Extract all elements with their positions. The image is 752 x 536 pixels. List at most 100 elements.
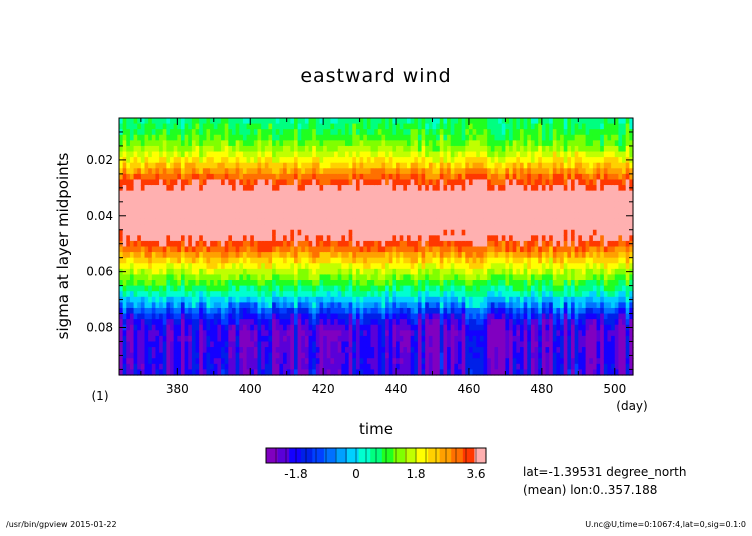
heatmap-cell bbox=[188, 263, 193, 270]
heatmap-cell bbox=[458, 352, 463, 359]
heatmap-cell bbox=[144, 212, 149, 220]
heatmap-cell bbox=[129, 352, 135, 359]
heatmap-cell bbox=[494, 274, 499, 281]
heatmap-cell bbox=[206, 358, 211, 365]
heatmap-cell bbox=[490, 218, 496, 225]
heatmap-cell bbox=[268, 335, 273, 343]
heatmap-cell bbox=[275, 224, 280, 231]
heatmap-cell bbox=[126, 224, 131, 231]
heatmap-cell bbox=[355, 268, 361, 276]
heatmap-cell bbox=[359, 235, 364, 242]
heatmap-cell bbox=[450, 196, 455, 203]
heatmap-cell bbox=[483, 274, 488, 281]
heatmap-cell bbox=[162, 179, 167, 186]
heatmap-cell bbox=[170, 134, 175, 141]
heatmap-cell bbox=[436, 140, 441, 147]
heatmap-cell bbox=[341, 229, 346, 236]
heatmap-cell bbox=[472, 263, 477, 270]
heatmap-cell bbox=[315, 302, 321, 309]
heatmap-cell bbox=[235, 369, 240, 376]
heatmap-cell bbox=[315, 235, 321, 242]
heatmap-cell bbox=[385, 347, 390, 354]
heatmap-cell bbox=[436, 218, 441, 225]
heatmap-cell bbox=[264, 224, 270, 231]
heatmap-cell bbox=[312, 263, 317, 270]
heatmap-cell bbox=[490, 134, 496, 141]
heatmap-cell bbox=[159, 162, 164, 169]
heatmap-cell bbox=[512, 145, 517, 153]
heatmap-cell bbox=[235, 212, 240, 220]
heatmap-cell bbox=[239, 324, 244, 331]
heatmap-cell bbox=[501, 335, 507, 343]
heatmap-cell bbox=[210, 369, 215, 376]
heatmap-cell bbox=[180, 229, 186, 236]
heatmap-cell bbox=[206, 240, 211, 248]
heatmap-cell bbox=[290, 285, 295, 292]
heatmap-cell bbox=[443, 335, 448, 343]
heatmap-cell bbox=[206, 274, 211, 281]
heatmap-cell bbox=[366, 291, 372, 298]
heatmap-cell bbox=[428, 173, 434, 181]
heatmap-cell bbox=[173, 257, 178, 264]
heatmap-cell bbox=[417, 330, 423, 337]
heatmap-cell bbox=[414, 341, 419, 348]
heatmap-cell bbox=[388, 118, 394, 125]
heatmap-cell bbox=[374, 218, 379, 225]
heatmap-cell bbox=[140, 129, 146, 136]
heatmap-cell bbox=[293, 235, 299, 242]
heatmap-cell bbox=[137, 179, 142, 186]
heatmap-cell bbox=[326, 145, 332, 153]
heatmap-cell bbox=[334, 341, 339, 348]
heatmap-cell bbox=[126, 162, 131, 169]
heatmap-cell bbox=[414, 145, 419, 153]
heatmap-cell bbox=[377, 358, 383, 365]
heatmap-cell bbox=[432, 263, 437, 270]
heatmap-cell bbox=[498, 123, 503, 130]
heatmap-cell bbox=[377, 347, 383, 354]
heatmap-cell bbox=[417, 173, 423, 181]
heatmap-cell bbox=[242, 173, 248, 181]
heatmap-cell bbox=[487, 363, 492, 371]
heatmap-cell bbox=[417, 185, 423, 192]
heatmap-cell bbox=[159, 335, 164, 343]
heatmap-cell bbox=[501, 162, 507, 169]
heatmap-cell bbox=[228, 313, 233, 320]
heatmap-cell bbox=[250, 352, 255, 359]
heatmap-cell bbox=[468, 145, 474, 153]
heatmap-cell bbox=[166, 274, 171, 281]
heatmap-cell bbox=[461, 145, 466, 153]
heatmap-cell bbox=[498, 118, 503, 125]
heatmap-cell bbox=[268, 285, 273, 292]
heatmap-cell bbox=[410, 252, 415, 259]
heatmap-cell bbox=[352, 302, 357, 309]
heatmap-cell bbox=[122, 151, 127, 158]
heatmap-cell bbox=[250, 168, 255, 175]
heatmap-cell bbox=[210, 257, 215, 264]
heatmap-cell bbox=[129, 363, 135, 371]
heatmap-cell bbox=[363, 185, 368, 192]
heatmap-cell bbox=[250, 140, 255, 147]
heatmap-cell bbox=[221, 157, 226, 164]
heatmap-cell bbox=[133, 118, 138, 125]
heatmap-cell bbox=[334, 145, 339, 153]
heatmap-cell bbox=[250, 324, 255, 331]
heatmap-cell bbox=[472, 185, 477, 192]
heatmap-cell bbox=[479, 157, 485, 164]
heatmap-cell bbox=[297, 313, 302, 320]
heatmap-cell bbox=[279, 179, 284, 186]
heatmap-cell bbox=[202, 335, 208, 343]
heatmap-cell bbox=[221, 319, 226, 326]
heatmap-cell bbox=[385, 118, 390, 125]
heatmap-cell bbox=[202, 190, 208, 197]
heatmap-cell bbox=[425, 341, 430, 348]
heatmap-cell bbox=[319, 268, 324, 276]
heatmap-cell bbox=[199, 330, 204, 337]
heatmap-cell bbox=[279, 324, 284, 331]
heatmap-cell bbox=[170, 330, 175, 337]
heatmap-cell bbox=[268, 268, 273, 276]
heatmap-cell bbox=[293, 173, 299, 181]
heatmap-cell bbox=[177, 129, 182, 136]
heatmap-cell bbox=[476, 335, 481, 343]
heatmap-cell bbox=[501, 280, 507, 287]
heatmap-cell bbox=[490, 185, 496, 192]
